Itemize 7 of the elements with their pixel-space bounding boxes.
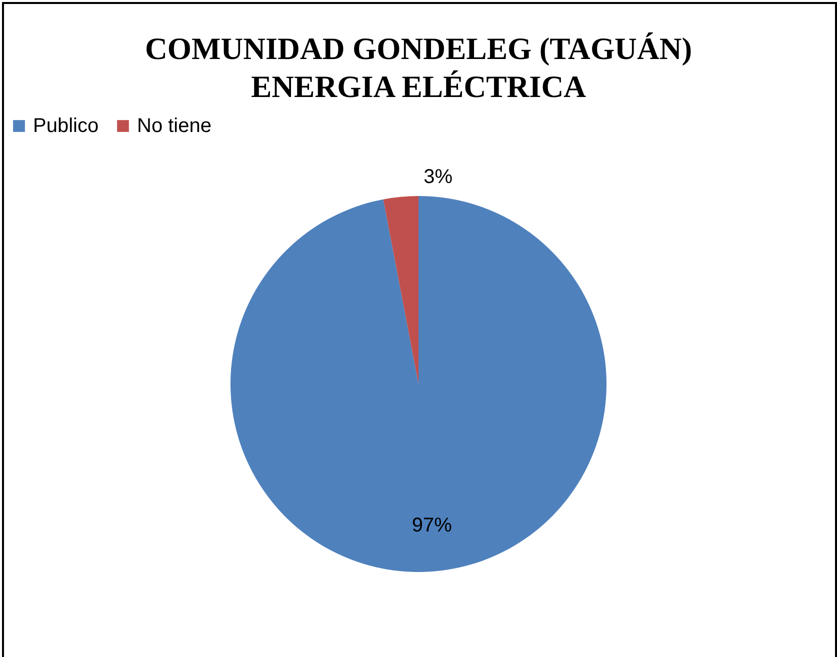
legend-label: No tiene (137, 115, 212, 137)
chart-title: COMUNIDAD GONDELEG (TAGUÁN) ENERGIA ELÉCTRICA (144, 31, 692, 104)
data-label: 3% (424, 166, 453, 188)
pie-slice (383, 196, 418, 384)
data-label: 97% (412, 514, 452, 536)
pie-slice (230, 196, 606, 572)
legend-label: Publico (33, 115, 99, 137)
